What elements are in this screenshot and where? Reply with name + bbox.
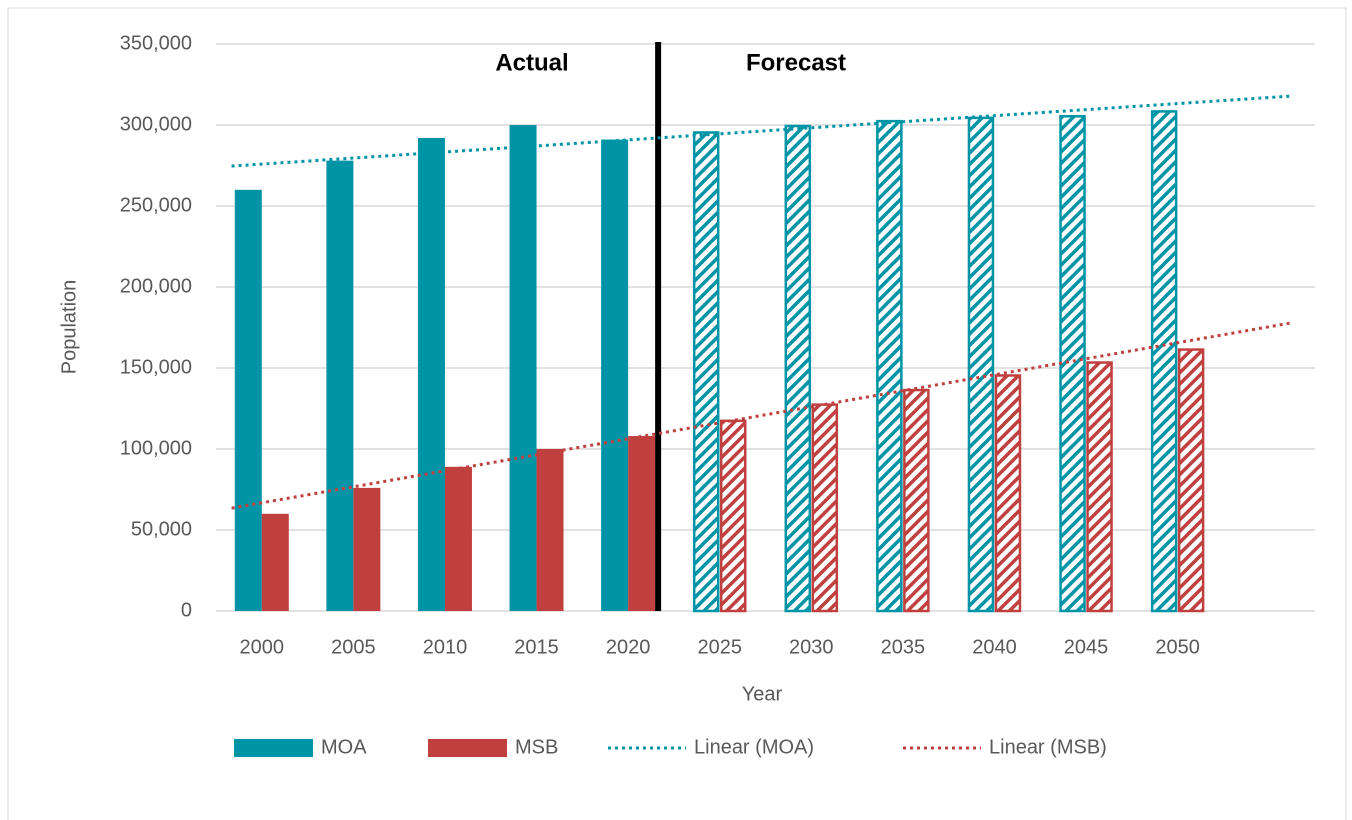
bar (692, 131, 720, 613)
x-tick-label: 2005 (331, 636, 376, 658)
bar (719, 419, 747, 613)
y-tick-label: 100,000 (120, 437, 192, 459)
x-tick-label: 2020 (606, 636, 651, 658)
y-tick-label: 150,000 (120, 356, 192, 378)
bar (1059, 115, 1086, 613)
bar (784, 124, 812, 613)
annotation: Actual (495, 49, 568, 76)
bar (601, 139, 629, 611)
bar (811, 403, 839, 613)
legend-label: Linear (MOA) (694, 736, 814, 758)
y-tick-label: 50,000 (131, 518, 192, 540)
x-tick-label: 2015 (514, 636, 559, 658)
legend-label: MOA (321, 736, 367, 758)
bar (353, 487, 381, 611)
legend-swatch (428, 739, 507, 757)
x-tick-label: 2050 (1155, 636, 1200, 658)
chart-frame (7, 7, 1347, 820)
legend-label: Linear (MSB) (989, 736, 1107, 758)
bar (261, 513, 289, 611)
x-tick-label: 2010 (423, 636, 468, 658)
bar (1150, 110, 1178, 613)
y-tick-label: 200,000 (120, 275, 192, 297)
y-tick-label: 250,000 (120, 194, 192, 216)
bar (994, 374, 1022, 613)
bar (967, 116, 995, 613)
bar (234, 189, 262, 612)
x-tick-label: 2030 (789, 636, 834, 658)
trendline (231, 321, 1293, 510)
x-tick-label: 2025 (697, 636, 742, 658)
trendline (231, 94, 1293, 168)
bar (876, 119, 903, 613)
y-axis-title: Population (58, 280, 80, 375)
legend-label: MSB (515, 736, 558, 758)
x-tick-label: 2000 (240, 636, 285, 658)
bar (326, 160, 354, 611)
y-tick-label: 0 (181, 599, 192, 621)
bar (628, 436, 656, 611)
bar (417, 137, 445, 611)
legend-swatch (234, 739, 313, 757)
x-axis-title: Year (742, 683, 783, 705)
x-tick-label: 2035 (881, 636, 926, 658)
annotation: Forecast (746, 49, 846, 76)
bar (509, 125, 537, 611)
y-tick-label: 350,000 (120, 32, 192, 54)
bar (444, 466, 472, 611)
y-tick-label: 300,000 (120, 113, 192, 135)
x-tick-label: 2040 (972, 636, 1017, 658)
bar (903, 388, 930, 613)
x-tick-label: 2045 (1064, 636, 1109, 658)
bar (1086, 361, 1113, 613)
bar (1177, 348, 1205, 613)
bar (536, 449, 564, 611)
